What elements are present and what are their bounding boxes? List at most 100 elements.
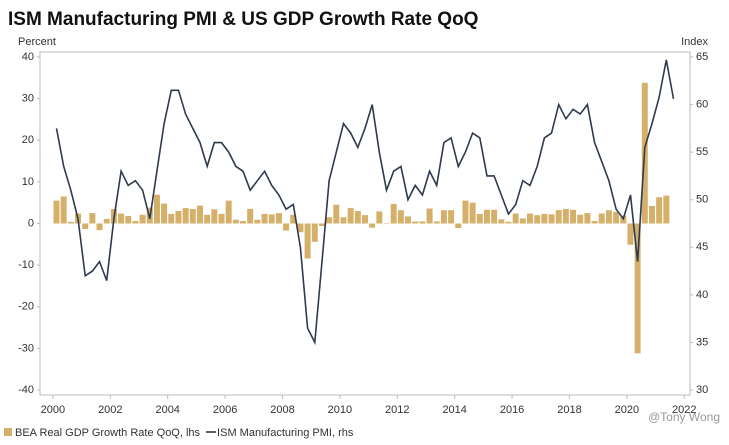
legend-swatch — [4, 428, 12, 436]
bar — [196, 205, 203, 224]
bar — [240, 221, 247, 224]
bar — [211, 209, 218, 224]
x-tick-label: 2004 — [155, 404, 179, 416]
bar — [318, 223, 325, 226]
y2-tick-label: 35 — [696, 336, 708, 348]
bar — [225, 200, 232, 224]
bar — [663, 195, 670, 224]
x-tick-label: 2000 — [41, 404, 65, 416]
bar — [304, 223, 311, 259]
y-tick-label: 20 — [22, 134, 34, 146]
bar — [627, 223, 634, 245]
bar — [139, 214, 146, 224]
y-tick-label: 40 — [22, 51, 34, 63]
y-tick-label: -30 — [18, 342, 34, 354]
legend-label: ISM Manufacturing PMI, rhs — [217, 427, 354, 439]
y-tick-label: -10 — [18, 259, 34, 271]
x-tick-label: 2012 — [385, 404, 409, 416]
bar — [591, 221, 598, 224]
bar — [103, 218, 110, 224]
bar — [405, 216, 412, 224]
bar — [268, 214, 275, 224]
line — [55, 59, 675, 346]
bar — [541, 213, 548, 224]
bar — [455, 223, 462, 229]
bar — [261, 213, 268, 224]
bar — [247, 208, 254, 224]
x-tick-label: 2016 — [500, 404, 524, 416]
bar — [132, 221, 139, 224]
watermark: @Tony Wong — [648, 410, 720, 424]
y2-tick-label: 55 — [696, 146, 708, 158]
x-tick-label: 2020 — [615, 404, 639, 416]
bar — [534, 215, 541, 224]
bar — [512, 213, 519, 224]
bar — [161, 203, 168, 224]
y2-tick-label: 30 — [696, 384, 708, 396]
bar — [125, 216, 132, 224]
bar — [498, 219, 505, 224]
y2-tick-label: 50 — [696, 194, 708, 206]
bar — [462, 200, 469, 224]
bar — [433, 221, 440, 224]
bar — [440, 210, 447, 224]
x-tick-label: 2014 — [442, 404, 466, 416]
bar — [311, 223, 318, 242]
bar — [82, 223, 89, 229]
bar — [96, 223, 103, 231]
bar — [232, 219, 239, 224]
bar — [340, 217, 347, 224]
bar — [584, 213, 591, 224]
y2-axis-label: Index — [681, 36, 708, 48]
x-tick-label: 2018 — [557, 404, 581, 416]
bar — [397, 210, 404, 224]
x-tick-label: 2010 — [328, 404, 352, 416]
y-tick-label: 30 — [22, 93, 34, 105]
bar — [527, 213, 534, 224]
bar — [390, 203, 397, 224]
bar — [182, 208, 189, 224]
bar — [204, 214, 211, 224]
y2-tick-label: 40 — [696, 289, 708, 301]
bar — [376, 211, 383, 224]
bar — [419, 221, 426, 224]
y-tick-label: 10 — [22, 176, 34, 188]
bar — [605, 210, 612, 224]
x-tick-label: 2002 — [98, 404, 122, 416]
bar — [613, 211, 620, 224]
bar — [562, 208, 569, 224]
y2-tick-label: 60 — [696, 98, 708, 110]
bar — [347, 208, 354, 224]
bar — [634, 223, 641, 354]
bar — [505, 221, 512, 224]
bar — [153, 194, 160, 224]
bar — [598, 213, 605, 224]
bar — [469, 202, 476, 224]
bar — [555, 210, 562, 224]
bar — [577, 214, 584, 224]
bar — [118, 213, 125, 224]
bar — [297, 223, 304, 233]
bar — [362, 215, 368, 224]
bar — [354, 211, 361, 224]
bar — [53, 200, 60, 224]
bar — [570, 209, 577, 224]
x-tick-label: 2022 — [672, 404, 696, 416]
bar — [648, 206, 655, 224]
y-tick-label: -20 — [18, 301, 34, 313]
bar — [448, 210, 455, 224]
legend-label: BEA Real GDP Growth Rate QoQ, lhs — [15, 427, 201, 439]
bar — [333, 204, 340, 224]
bar — [326, 217, 333, 224]
bar — [275, 213, 282, 224]
y-tick-label: -40 — [18, 384, 34, 396]
bar — [412, 221, 419, 224]
y-tick-label: 0 — [28, 217, 34, 229]
chart-title: ISM Manufacturing PMI & US GDP Growth Ra… — [8, 9, 478, 30]
bar — [369, 223, 376, 228]
bar — [60, 196, 67, 224]
bar — [426, 208, 433, 224]
bar — [519, 218, 526, 224]
bar — [67, 221, 74, 224]
